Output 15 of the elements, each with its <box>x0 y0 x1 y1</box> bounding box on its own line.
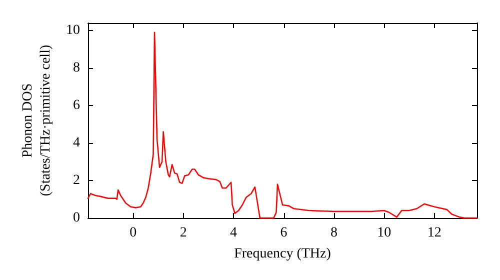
x-tick-label: 2 <box>180 226 187 240</box>
x-tick-label: 6 <box>280 226 288 240</box>
y-axis-title: Phonon DOS (States/THz·primitive cell) <box>20 44 54 196</box>
y-tick-label: 10 <box>66 23 80 38</box>
y-tick-label: 6 <box>73 98 80 113</box>
x-tick-label: 0 <box>130 226 137 240</box>
x-tick-label: 8 <box>330 226 338 240</box>
x-tick-label: 12 <box>427 226 442 240</box>
y-tick-label: 8 <box>73 60 80 76</box>
x-tick-label: 4 <box>230 226 238 240</box>
x-tick-label: 10 <box>377 226 392 240</box>
y-tick-label: 0 <box>73 210 80 226</box>
y-tick-label: 4 <box>73 136 80 150</box>
x-axis-title: Frequency (THz) <box>234 246 332 262</box>
y-tick-label: 2 <box>73 173 80 188</box>
